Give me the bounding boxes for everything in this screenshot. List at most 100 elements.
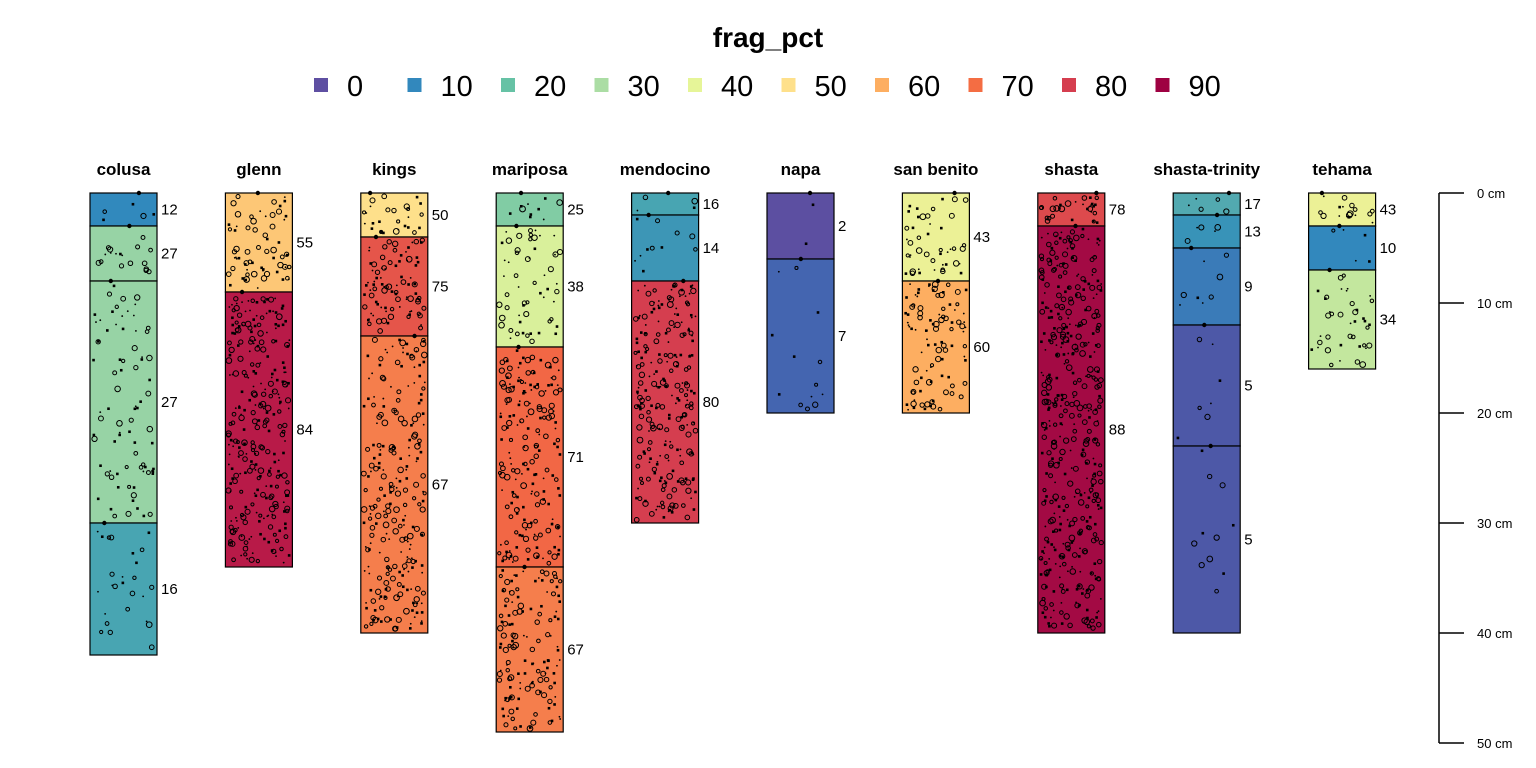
fragment-symbol	[394, 359, 401, 366]
fragment-symbol	[1096, 503, 1100, 507]
fragment-symbol	[657, 358, 663, 364]
fragment-symbol	[372, 283, 375, 286]
fragment-symbol	[400, 275, 403, 279]
fragment-symbol	[533, 535, 539, 541]
fragment-symbol	[672, 502, 679, 509]
fragment-symbol	[496, 670, 503, 678]
fragment-symbol	[263, 537, 266, 541]
fragment-symbol	[637, 487, 639, 490]
horizon: 43	[901, 190, 990, 282]
fragment-symbol	[387, 567, 393, 572]
fragment-symbol	[1050, 442, 1058, 450]
fragment-symbol	[1096, 621, 1102, 628]
fragment-symbol	[95, 259, 102, 266]
fragment-symbol	[1054, 562, 1057, 565]
fragment-symbol	[419, 531, 425, 537]
fragment-symbol	[407, 385, 410, 387]
fragment-symbol	[1062, 251, 1069, 258]
fragment-symbol	[1061, 393, 1068, 400]
fragment-symbol	[948, 212, 955, 219]
fragment-symbol	[379, 277, 382, 279]
fragment-symbol	[941, 263, 944, 266]
fragment-symbol	[516, 424, 519, 426]
fragment-symbol	[1079, 493, 1083, 497]
fragment-symbol	[1095, 616, 1098, 619]
fragment-symbol	[413, 481, 420, 488]
fragment-symbol	[670, 288, 673, 291]
fragment-symbol	[546, 560, 552, 566]
fragment-symbol	[148, 644, 155, 651]
fragment-symbol	[523, 400, 530, 407]
fragment-symbol	[1058, 516, 1061, 518]
fragment-symbol	[964, 359, 967, 362]
fragment-symbol	[229, 540, 236, 547]
fragment-symbol	[370, 227, 374, 230]
fragment-symbol	[277, 459, 280, 462]
fragment-symbol	[1043, 499, 1047, 503]
fragment-symbol	[1046, 257, 1052, 263]
fragment-symbol	[231, 308, 236, 313]
fragment-symbol	[500, 632, 507, 639]
fragment-symbol	[552, 251, 559, 258]
fragment-symbol	[684, 403, 690, 409]
fragment-symbol	[931, 289, 935, 292]
fragment-symbol	[547, 502, 550, 506]
fragment-symbol	[422, 423, 425, 426]
fragment-symbol	[1044, 348, 1047, 351]
fragment-symbol	[389, 502, 392, 506]
fragment-symbol	[694, 315, 697, 318]
fragment-symbol	[1179, 304, 1181, 306]
fragment-symbol	[511, 468, 516, 473]
fragment-symbol	[241, 301, 243, 303]
fragment-symbol	[399, 457, 402, 460]
fragment-symbol	[124, 464, 129, 470]
fragment-symbol	[1195, 197, 1198, 200]
fragment-symbol	[1095, 293, 1098, 296]
fragment-symbol	[1062, 336, 1070, 343]
fragment-symbol	[406, 588, 409, 592]
fragment-symbol	[264, 417, 270, 423]
boundary-dot	[807, 190, 813, 196]
fragment-symbol	[140, 358, 144, 361]
fragment-symbol	[1090, 374, 1093, 377]
fragment-symbol	[231, 323, 235, 327]
fragment-symbol	[1041, 550, 1044, 553]
fragment-symbol	[1064, 200, 1072, 207]
fragment-symbol	[152, 467, 155, 471]
fragment-symbol	[1068, 534, 1076, 542]
fragment-symbol	[1085, 305, 1092, 312]
fragment-symbol	[692, 206, 696, 210]
fragment-symbol	[504, 305, 510, 311]
fragment-symbol	[909, 256, 911, 258]
fragment-symbol	[1368, 323, 1371, 327]
fragment-symbol	[1352, 207, 1358, 212]
fragment-symbol	[533, 385, 536, 389]
fragment-symbol	[514, 250, 520, 256]
fragment-symbol	[655, 370, 658, 373]
fragment-symbol	[930, 403, 937, 410]
fragment-symbol	[930, 206, 936, 212]
boundary-dot	[516, 344, 521, 350]
fragment-symbol	[383, 595, 387, 599]
fragment-symbol	[669, 444, 674, 449]
fragment-symbol	[1052, 530, 1055, 533]
fragment-symbol	[554, 288, 560, 295]
fragment-symbol	[553, 681, 556, 685]
fragment-symbol	[498, 573, 503, 579]
boundary-dot	[681, 278, 686, 284]
fragment-symbol	[951, 246, 957, 251]
fragment-symbol	[1046, 376, 1053, 383]
fragment-symbol	[373, 609, 377, 612]
fragment-symbol	[1093, 420, 1100, 427]
fragment-symbol	[254, 494, 258, 498]
fragment-symbol	[501, 489, 503, 492]
fragment-symbol	[268, 505, 276, 513]
fragment-symbol	[368, 505, 371, 508]
fragment-symbol	[1057, 394, 1060, 397]
fragment-symbol	[950, 321, 954, 324]
fragment-symbol	[279, 254, 285, 260]
fragment-symbol	[1053, 402, 1058, 407]
fragment-symbol	[371, 221, 375, 225]
fragment-symbol	[1203, 260, 1205, 263]
fragment-symbol	[397, 415, 405, 423]
